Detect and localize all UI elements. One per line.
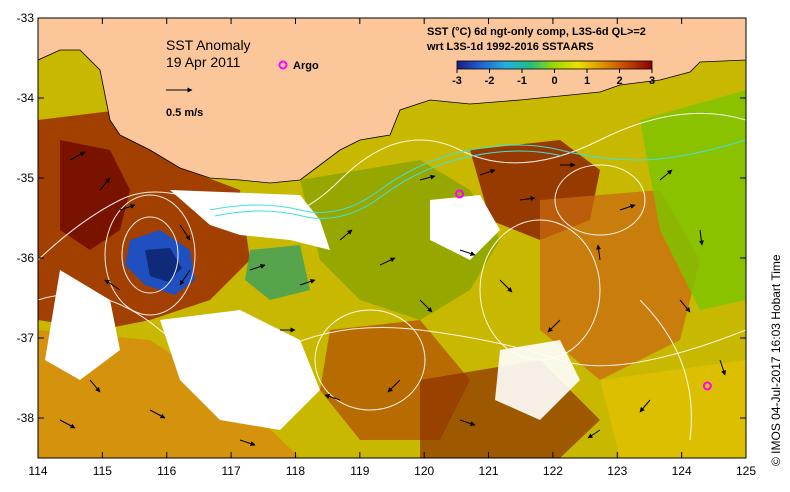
cool-anomaly-region-east (640, 90, 746, 310)
lon-tick-label: 125 (736, 464, 756, 478)
lon-tick-label: 114 (28, 464, 47, 478)
cloud-gap-3 (160, 310, 320, 430)
argo-float-marker[interactable] (702, 381, 712, 391)
vector-scale-label: 0.5 m/s (166, 107, 203, 119)
imos-credit: © IMOS 04-Jul-2017 16:03 Hobart Time (769, 254, 783, 466)
product-description: SST (°C) 6d ngt-only comp, L3S-6d QL>=2 (427, 26, 646, 38)
mild-anomaly-region-se (600, 360, 746, 458)
lon-tick-label: 119 (350, 464, 369, 478)
argo-float-marker[interactable] (455, 189, 465, 199)
lon-tick-label: 121 (479, 464, 499, 478)
lon-tick-label: 116 (157, 464, 176, 478)
cool-patch-center (245, 245, 310, 300)
colorbar-tick-label: 2 (616, 75, 622, 87)
lon-tick-label: 124 (672, 464, 692, 478)
colorbar-tick-label: 1 (584, 75, 590, 87)
map-title: SST Anomaly (166, 37, 251, 53)
colorbar-tick-label: -2 (485, 75, 495, 87)
colorbar-tick-label: -1 (517, 75, 527, 87)
lat-tick-label: -36 (17, 251, 35, 265)
colorbar: -3 -2 -1 0 1 2 3 (452, 60, 655, 87)
lon-tick-label: 122 (543, 464, 563, 478)
current-fronts (209, 139, 746, 219)
argo-legend: Argo (278, 60, 319, 72)
lat-tick-label: -35 (17, 171, 35, 185)
lon-tick-label: 120 (414, 464, 434, 478)
lon-tick-label: 118 (286, 464, 305, 478)
colorbar-ticks: -3 -2 -1 0 1 2 3 (452, 69, 655, 87)
cold-eddy-center (145, 248, 182, 282)
latitude-axis: -33-34-35-36-37-38 (17, 11, 746, 425)
argo-marker-icon (278, 60, 288, 70)
colorbar-tick-label: -3 (452, 75, 462, 87)
map-field (38, 18, 746, 458)
lat-tick-label: -33 (17, 11, 35, 25)
lat-tick-label: -38 (17, 411, 35, 425)
lon-tick-label: 115 (93, 464, 112, 478)
colorbar-tick-label: 0 (551, 75, 557, 87)
map-date: 19 Apr 2011 (166, 54, 241, 70)
vector-scale: 0.5 m/s (166, 87, 203, 119)
argo-label: Argo (293, 60, 319, 72)
colorbar-tick-label: 3 (649, 75, 655, 87)
argo-floats (455, 189, 712, 391)
lat-tick-label: -37 (17, 331, 35, 345)
lat-tick-label: -34 (17, 91, 35, 105)
lon-tick-label: 117 (222, 464, 241, 478)
land-australia (38, 18, 746, 184)
velocity-vectors (59, 151, 726, 446)
plot-frame (37, 17, 747, 459)
sst-contours (38, 112, 746, 441)
lon-tick-label: 123 (607, 464, 627, 478)
product-reference: wrt L3S-1d 1992-2016 SSTAARS (426, 41, 594, 53)
cloud-gap-4 (430, 195, 500, 260)
longitude-axis: 114 115 116 117 118 119 120 121 122 123 124 125 (28, 18, 756, 478)
colorbar-scale (456, 60, 653, 70)
